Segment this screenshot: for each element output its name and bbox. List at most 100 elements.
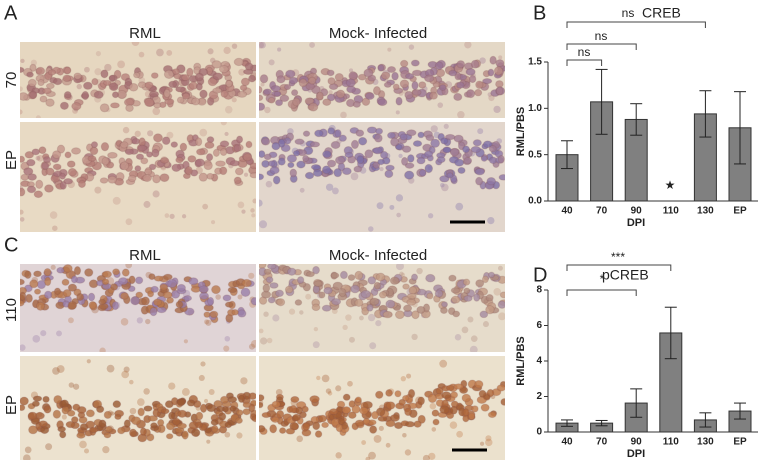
nucleus bbox=[424, 150, 434, 158]
nucleus bbox=[37, 78, 45, 87]
nucleus bbox=[249, 162, 256, 170]
nucleus bbox=[480, 155, 488, 162]
background-cell bbox=[367, 313, 376, 322]
background-cell bbox=[237, 294, 243, 300]
nucleus bbox=[91, 77, 99, 86]
nucleus bbox=[44, 276, 52, 287]
nucleus bbox=[267, 264, 277, 270]
nucleus bbox=[260, 137, 271, 146]
missing-marker: ★ bbox=[665, 178, 676, 192]
significance-bracket bbox=[566, 264, 672, 271]
nucleus bbox=[462, 414, 470, 423]
background-cell bbox=[259, 42, 266, 49]
nucleus bbox=[471, 405, 479, 413]
nucleus bbox=[248, 74, 256, 83]
background-cell bbox=[143, 388, 150, 395]
nucleus bbox=[195, 137, 203, 147]
error-bar bbox=[595, 419, 608, 427]
nucleus bbox=[41, 162, 50, 171]
background-cell bbox=[335, 385, 342, 392]
background-cell bbox=[208, 389, 215, 395]
nucleus bbox=[480, 403, 490, 412]
nucleus bbox=[339, 270, 348, 280]
significance-label: ns bbox=[578, 45, 591, 59]
background-cell bbox=[305, 293, 312, 300]
nucleus bbox=[149, 307, 158, 317]
nucleus bbox=[147, 415, 159, 422]
nucleus bbox=[487, 271, 495, 279]
nucleus bbox=[292, 413, 301, 422]
nucleus bbox=[183, 295, 193, 302]
nucleus bbox=[270, 416, 280, 423]
nucleus bbox=[107, 175, 118, 184]
nucleus bbox=[309, 141, 321, 148]
nucleus bbox=[53, 394, 63, 405]
nucleus bbox=[175, 156, 184, 164]
nucleus bbox=[385, 164, 395, 172]
background-cell bbox=[102, 446, 110, 454]
nucleus bbox=[112, 268, 120, 276]
nucleus bbox=[195, 82, 203, 91]
background-cell bbox=[457, 111, 465, 118]
nucleus bbox=[382, 310, 393, 319]
nucleus bbox=[479, 310, 489, 319]
nucleus bbox=[326, 69, 335, 77]
background-cell bbox=[325, 388, 332, 394]
nucleus bbox=[150, 285, 159, 293]
background-cell bbox=[240, 377, 248, 385]
nucleus bbox=[314, 129, 324, 138]
nucleus bbox=[338, 287, 347, 298]
error-bar bbox=[734, 91, 746, 165]
background-cell bbox=[467, 316, 474, 323]
x-tick-label: 130 bbox=[697, 206, 714, 217]
nucleus bbox=[171, 163, 182, 173]
background-cell bbox=[430, 125, 438, 133]
nucleus bbox=[58, 172, 66, 180]
background-cell bbox=[35, 155, 41, 161]
nucleus bbox=[35, 66, 46, 76]
nucleus bbox=[294, 299, 303, 306]
background-cell bbox=[164, 213, 170, 218]
background-cell bbox=[335, 452, 342, 459]
background-cell bbox=[328, 90, 333, 95]
micrographs bbox=[20, 42, 505, 460]
background-cell bbox=[264, 106, 271, 114]
nucleus bbox=[212, 72, 224, 81]
background-cell bbox=[395, 194, 404, 202]
nucleus bbox=[111, 91, 120, 99]
nucleus bbox=[245, 140, 253, 149]
nucleus bbox=[454, 158, 465, 167]
nucleus bbox=[416, 305, 426, 314]
background-cell bbox=[345, 314, 352, 321]
nucleus bbox=[120, 292, 130, 300]
nucleus bbox=[244, 62, 254, 71]
background-cell bbox=[129, 407, 137, 415]
background-cell bbox=[347, 380, 353, 387]
nucleus bbox=[240, 287, 251, 297]
background-cell bbox=[200, 361, 206, 367]
nucleus bbox=[186, 399, 196, 407]
background-cell bbox=[52, 367, 60, 375]
nucleus bbox=[186, 67, 194, 77]
nucleus bbox=[218, 64, 229, 74]
nucleus bbox=[52, 163, 62, 171]
nucleus bbox=[308, 76, 317, 85]
nucleus bbox=[27, 411, 38, 420]
nucleus bbox=[292, 149, 301, 157]
background-cell bbox=[342, 324, 348, 331]
nucleus bbox=[473, 293, 481, 302]
nucleus bbox=[462, 145, 470, 154]
nucleus bbox=[404, 407, 413, 417]
y-tick-label: 0 bbox=[536, 427, 542, 438]
nucleus bbox=[20, 66, 25, 73]
nucleus bbox=[474, 167, 486, 176]
nucleus bbox=[237, 394, 246, 403]
nucleus bbox=[203, 311, 211, 318]
nucleus bbox=[481, 275, 489, 284]
nucleus bbox=[417, 131, 425, 139]
micrograph bbox=[20, 122, 256, 232]
background-cell bbox=[40, 330, 47, 337]
background-cell bbox=[123, 366, 130, 373]
background-cell bbox=[223, 46, 231, 55]
background-cell bbox=[23, 454, 31, 460]
